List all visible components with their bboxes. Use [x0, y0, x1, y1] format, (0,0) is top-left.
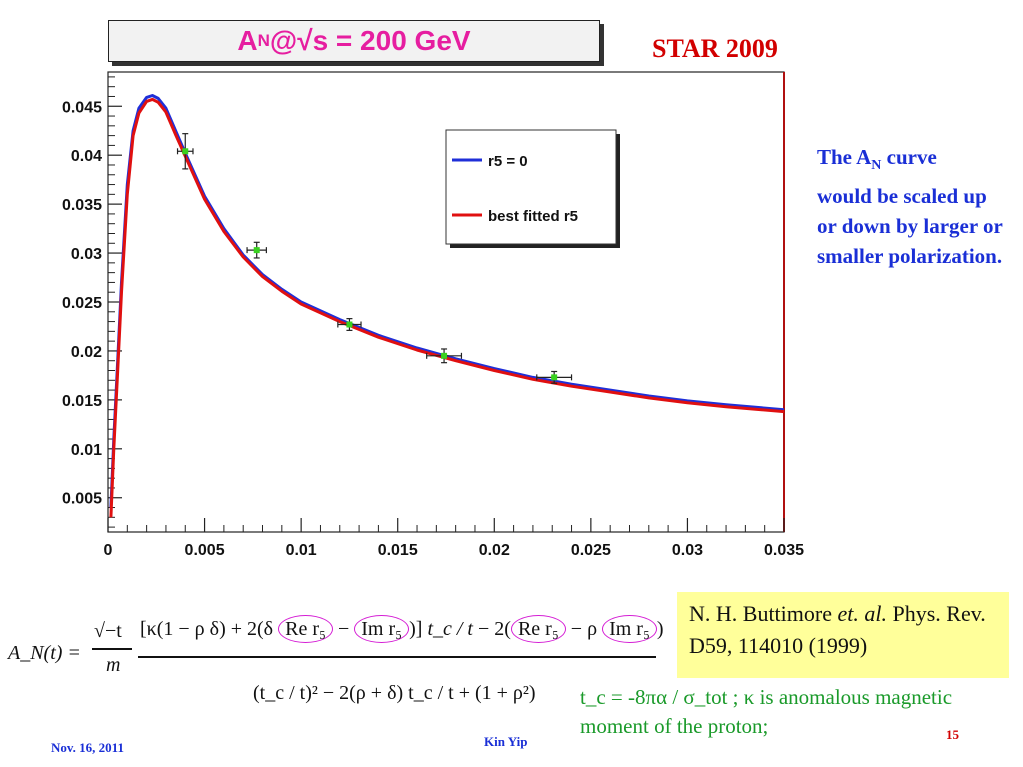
y-tick-label: 0.04 [71, 148, 102, 165]
x-tick-label: 0.005 [185, 542, 225, 559]
data-point [551, 374, 558, 381]
x-tick-label: 0.02 [479, 542, 510, 559]
formula-main-bar [138, 656, 656, 658]
formula-im-r5-2: Im r₅ [602, 615, 657, 643]
y-tick-label: 0.02 [71, 344, 102, 361]
x-tick-label: 0.01 [286, 542, 317, 559]
y-tick-label: 0.025 [62, 295, 102, 312]
title-main: A [237, 25, 258, 56]
formula-lhs: A_N(t) = [8, 642, 81, 664]
x-tick-label: 0.03 [672, 542, 703, 559]
formula-im-r5: Im r₅ [354, 615, 410, 643]
an-formula: A_N(t) = √−t m [κ(1 − ρ δ) + 2(δ Re r₅ −… [8, 600, 664, 725]
footer-date: Nov. 16, 2011 [51, 740, 124, 755]
formula-prefactor-den: m [106, 654, 121, 676]
formula-prefactor-bar [92, 648, 132, 650]
footer-author: Kin Yip [484, 734, 528, 749]
x-tick-label: 0 [104, 542, 113, 559]
y-tick-label: 0.035 [62, 197, 102, 214]
data-point [182, 148, 189, 155]
formula-num-e: ) [656, 618, 664, 640]
formula-tc-over-t: t_c / t [427, 618, 473, 640]
side-note: The AN curve would be scaled up or down … [817, 142, 1007, 271]
x-tick-label: 0.025 [571, 542, 611, 559]
legend-label-r5-0: r5 = 0 [488, 153, 528, 170]
star-label: STAR 2009 [652, 34, 778, 63]
legend-box [445, 129, 617, 245]
formula-num-d: − ρ [570, 618, 598, 640]
y-tick-label: 0.005 [62, 491, 102, 508]
formula-re-r5: Re r₅ [278, 615, 333, 643]
definitions-note: t_c = -8πα / σ_tot ; κ is anomalous magn… [580, 685, 953, 738]
y-tick-label: 0.03 [71, 246, 102, 263]
reference-authors: N. H. Buttimore [689, 601, 832, 626]
reference-etal: et. al. [837, 601, 888, 626]
title-sub: N [257, 31, 270, 50]
legend: r5 = 0 best fitted r5 [445, 129, 620, 248]
formula-minus: − [337, 618, 350, 640]
side-note-sub: N [871, 158, 882, 174]
y-tick-label: 0.015 [62, 393, 102, 410]
reference-box: N. H. Buttimore et. al. Phys. Rev. D59, … [677, 592, 1009, 678]
title-rest: @√s = 200 GeV [269, 25, 471, 56]
formula-num-b: )] [409, 618, 423, 640]
formula-num-a: [κ(1 − ρ δ) + 2(δ [140, 618, 274, 640]
formula-prefactor-num: √−t [94, 620, 122, 642]
legend-label-best-fitted: best fitted r5 [488, 208, 578, 225]
footer-page: 15 [946, 727, 959, 742]
formula-denominator: (t_c / t)² − 2(ρ + δ) t_c / t + (1 + ρ²) [253, 682, 536, 704]
y-tick-label: 0.045 [62, 99, 102, 116]
series-line-best-fitted [109, 97, 785, 518]
formula-num-c: − 2( [477, 618, 511, 640]
side-note-post: curve [881, 145, 937, 169]
side-note-pre: The A [817, 145, 872, 169]
data-point [441, 352, 448, 359]
reference-journal: Phys. Rev. D59, 114010 (1999) [689, 601, 986, 658]
side-note-rest: would be scaled up or down by larger or … [817, 184, 1003, 269]
y-tick-label: 0.01 [71, 442, 102, 459]
formula-re-r5-2: Re r₅ [510, 615, 566, 643]
data-point [346, 321, 353, 328]
formula-numerator: [κ(1 − ρ δ) + 2(δ Re r₅ − Im r₅)] t_c / … [140, 615, 664, 643]
data-point [253, 247, 260, 254]
x-tick-label: 0.015 [378, 542, 418, 559]
x-tick-label: 0.035 [764, 542, 804, 559]
